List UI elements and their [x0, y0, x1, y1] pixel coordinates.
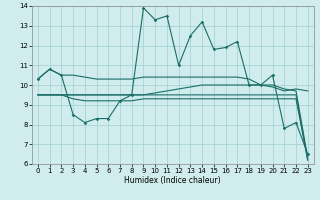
- X-axis label: Humidex (Indice chaleur): Humidex (Indice chaleur): [124, 176, 221, 185]
